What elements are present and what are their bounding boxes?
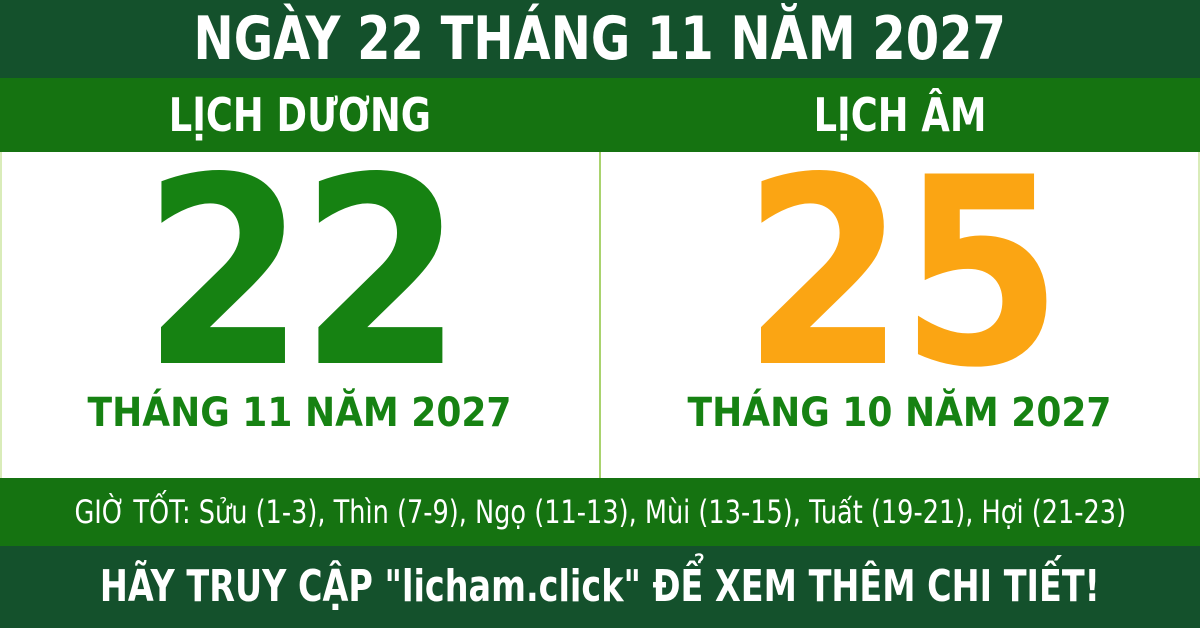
column-divider	[599, 152, 601, 478]
solar-calendar-panel: 22 THÁNG 11 NĂM 2027	[0, 122, 600, 478]
footer-cta-banner: HÃY TRUY CẬP "licham.click" ĐỂ XEM THÊM …	[0, 546, 1200, 628]
lunar-calendar-panel: 25 THÁNG 10 NĂM 2027	[600, 122, 1200, 478]
lunar-calendar-header: LỊCH ÂM	[600, 78, 1200, 152]
calendar-body: 22 THÁNG 11 NĂM 2027 25 THÁNG 10 NĂM 202…	[0, 122, 1200, 478]
banner-date-title: NGÀY 22 THÁNG 11 NĂM 2027	[193, 4, 1007, 74]
solar-month-year-label: THÁNG 11 NĂM 2027	[88, 390, 512, 436]
lunar-month-year-label: THÁNG 10 NĂM 2027	[688, 390, 1112, 436]
good-hours-text: GIỜ TỐT: Sửu (1-3), Thìn (7-9), Ngọ (11-…	[74, 493, 1126, 531]
lunar-calendar-label: LỊCH ÂM	[813, 88, 987, 142]
solar-calendar-label: LỊCH DƯƠNG	[168, 88, 432, 142]
date-banner: NGÀY 22 THÁNG 11 NĂM 2027	[0, 0, 1200, 78]
solar-calendar-header: LỊCH DƯƠNG	[0, 78, 600, 152]
solar-day-number: 22	[142, 122, 463, 425]
calendar-type-header-row: LỊCH DƯƠNG LỊCH ÂM	[0, 78, 1200, 152]
lunar-day-number: 25	[742, 122, 1063, 425]
footer-cta-text: HÃY TRUY CẬP "licham.click" ĐỂ XEM THÊM …	[100, 561, 1101, 612]
good-hours-bar: GIỜ TỐT: Sửu (1-3), Thìn (7-9), Ngọ (11-…	[0, 478, 1200, 546]
